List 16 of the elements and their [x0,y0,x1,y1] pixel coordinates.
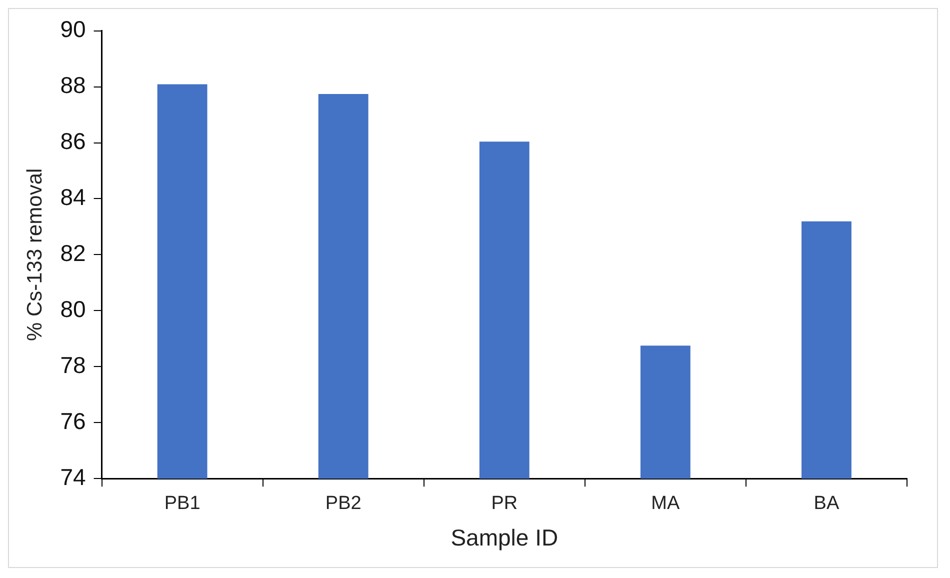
x-tick-label: PR [491,493,518,514]
y-tick-label: 82 [60,240,86,266]
x-tick-label: BA [814,493,840,514]
y-tick-label: 86 [60,128,86,154]
x-tick-label: PB1 [164,493,200,514]
y-tick-label: 88 [60,72,86,98]
x-tick-label: PB2 [325,493,362,514]
y-tick-label: 84 [60,184,86,210]
y-tick-label: 80 [60,296,86,322]
y-tick-label: 78 [60,352,86,378]
x-tick-label: MA [651,493,680,514]
x-axis-title: Sample ID [450,524,558,551]
y-tick-label: 74 [60,464,86,490]
y-tick-label: 90 [60,16,86,42]
y-tick-label: 76 [60,408,86,434]
y-axis-title: % Cs-133 removal [23,168,46,342]
